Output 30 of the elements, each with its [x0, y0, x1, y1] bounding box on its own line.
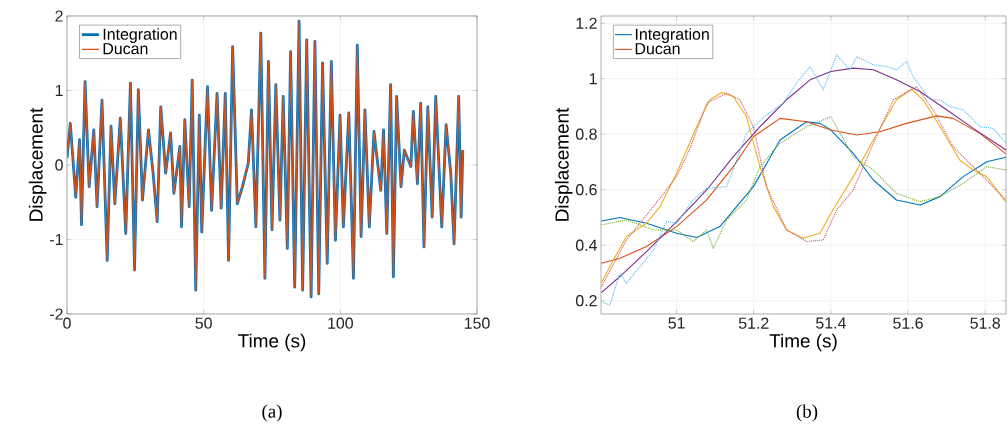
x-tick-label: 51.2 — [738, 317, 769, 329]
y-tick-label: 0.2 — [575, 295, 597, 307]
y-tick-label: 1.2 — [576, 17, 597, 29]
y-tick-label: -2 — [50, 308, 63, 320]
y-tick-label: 1 — [55, 85, 63, 96]
x-tick-label: 0 — [63, 317, 71, 329]
x-tick-label: 150 — [464, 317, 490, 329]
y-tick-label: 0.8 — [575, 128, 597, 140]
text: (a) — [262, 404, 282, 422]
x-tick-label: 51.6 — [893, 317, 923, 329]
x-tick-label: 50 — [195, 317, 212, 329]
x-axis-title: Time (s) — [769, 333, 837, 352]
y-tick-label: 0.6 — [575, 184, 597, 196]
x-tick-label: 51.4 — [816, 317, 846, 329]
y-tick-label: 0 — [55, 159, 63, 171]
text: (b) — [796, 404, 818, 422]
y-tick-label: 2 — [55, 10, 63, 22]
y-tick-label: 1 — [589, 73, 597, 85]
y-tick-label: -1 — [50, 234, 63, 245]
legend-label: Integration — [103, 28, 177, 43]
x-tick-label: 100 — [328, 317, 353, 329]
legend-label: Ducan — [103, 43, 148, 55]
y-tick-label: 0.4 — [575, 239, 598, 251]
y-axis-title: Displacement — [554, 107, 573, 221]
x-tick-label: 51.8 — [970, 317, 1000, 329]
x-axis-title: Time (s) — [238, 333, 306, 352]
x-tick-label: 51 — [668, 317, 685, 329]
y-axis-title: Displacement — [28, 107, 47, 221]
legend-label: Integration — [635, 28, 709, 43]
legend-label: Ducan — [635, 43, 680, 55]
